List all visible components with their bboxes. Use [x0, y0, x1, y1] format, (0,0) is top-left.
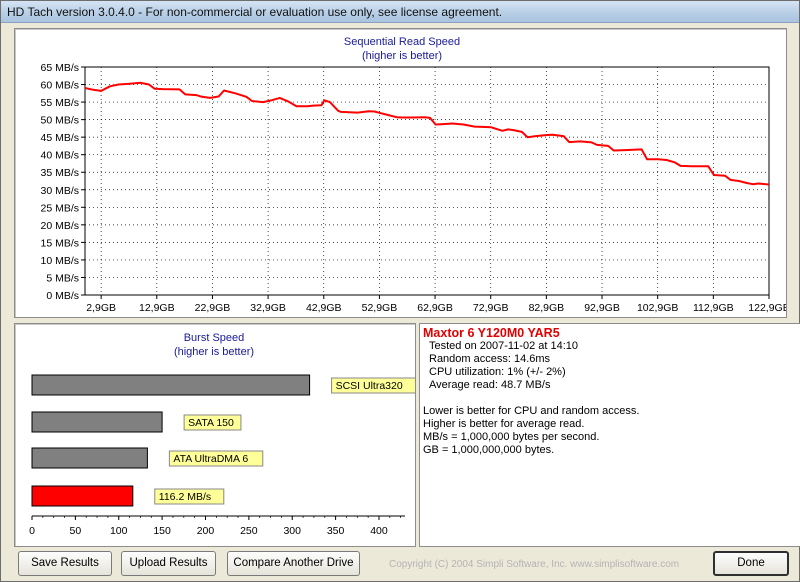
burst-x-tick-label: 0 — [29, 525, 35, 537]
burst-x-tick-label: 50 — [70, 525, 82, 537]
burst-bar-label-box — [183, 414, 242, 431]
read-y-tick-label: 10 MB/s — [40, 255, 79, 267]
sequential-read-panel: Sequential Read Speed (higher is better)… — [14, 28, 787, 318]
burst-bar-reference — [31, 447, 148, 469]
read-y-tick-label: 50 MB/s — [40, 115, 79, 127]
burst-chart-subtitle: (higher is better) — [174, 346, 254, 358]
read-y-tick-label: 35 MB/s — [40, 167, 79, 179]
note-average-read: Higher is better for average read. — [423, 418, 585, 430]
read-x-tick-label: 82,9GB — [529, 302, 565, 314]
read-x-tick-label: 22,9GB — [195, 302, 231, 314]
read-y-tick-label: 60 MB/s — [40, 80, 79, 92]
burst-x-tick-label: 400 — [370, 525, 388, 537]
read-y-tick-label: 65 MB/s — [40, 62, 79, 74]
burst-bar-label: 116.2 MB/s — [159, 491, 211, 503]
burst-x-tick-label: 200 — [197, 525, 215, 537]
note-cpu: Lower is better for CPU and random acces… — [423, 405, 640, 417]
read-speed-series — [84, 81, 770, 186]
read-y-tick-label: 5 MB/s — [46, 272, 79, 284]
burst-speed-panel: Burst Speed (higher is better) SCSI Ultr… — [14, 323, 416, 547]
read-y-tick-label: 30 MB/s — [40, 185, 79, 197]
burst-bar-reference — [31, 374, 311, 396]
read-x-tick-label: 42,9GB — [306, 302, 342, 314]
burst-bar-label-box — [154, 488, 225, 505]
read-x-tick-label: 122,9GB — [748, 302, 786, 314]
note-mbps: MB/s = 1,000,000 bytes per second. — [423, 431, 600, 443]
read-y-tick-label: 45 MB/s — [40, 132, 79, 144]
tested-on: Tested on 2007-11-02 at 14:10 — [429, 340, 579, 352]
burst-speed-chart: Burst Speed (higher is better) SCSI Ultr… — [29, 332, 415, 537]
read-plot-area — [84, 66, 770, 296]
compare-another-drive-button[interactable]: Compare Another Drive — [227, 551, 360, 576]
read-x-tick-label: 102,9GB — [637, 302, 678, 314]
burst-bars: SCSI Ultra320 SATA 150 ATA UltraDMA 6 116.2… — [31, 374, 415, 507]
read-x-tick-label: 52,9GB — [362, 302, 398, 314]
burst-bar-label: SCSI Ultra320 — [336, 380, 403, 392]
burst-x-tick-label: 150 — [153, 525, 171, 537]
random-access: Random access: 14.6ms — [429, 353, 551, 365]
read-x-tick-label: 2,9GB — [86, 302, 116, 314]
read-y-tick-label: 40 MB/s — [40, 150, 79, 162]
read-x-axis: 2,9GB 12,9GB 22,9GB 32,9GB 42,9GB 52,9GB 62,9G… — [86, 295, 786, 314]
read-y-tick-label: 20 MB/s — [40, 220, 79, 232]
burst-bar-label-box — [331, 377, 415, 394]
drive-info-panel: Maxtor 6 Y120M0 YAR5 Tested on 2007-11-0… — [419, 323, 800, 547]
burst-x-tick-label: 300 — [283, 525, 301, 537]
read-x-tick-label: 112,9GB — [693, 302, 734, 314]
save-results-button[interactable]: Save Results — [18, 551, 112, 576]
window-title: HD Tach version 3.0.4.0 - For non-commer… — [7, 5, 503, 19]
title-bar[interactable]: HD Tach version 3.0.4.0 - For non-commer… — [1, 1, 799, 23]
read-x-tick-label: 72,9GB — [473, 302, 509, 314]
burst-x-tick-label: 350 — [327, 525, 345, 537]
read-y-tick-label: 0 MB/s — [46, 290, 79, 302]
read-x-tick-label: 92,9GB — [584, 302, 620, 314]
burst-bar-label: ATA UltraDMA 6 — [173, 453, 248, 465]
read-x-tick-label: 12,9GB — [139, 302, 175, 314]
burst-bar-drive — [31, 485, 134, 507]
burst-bar-label: SATA 150 — [188, 417, 234, 429]
read-chart-title: Sequential Read Speed — [344, 36, 460, 48]
sequential-read-chart: Sequential Read Speed (higher is better)… — [40, 36, 786, 314]
read-y-tick-label: 55 MB/s — [40, 97, 79, 109]
burst-x-tick-label: 100 — [110, 525, 128, 537]
burst-bar-label-box — [168, 450, 264, 467]
average-read: Average read: 48.7 MB/s — [429, 379, 551, 391]
read-x-tick-label: 62,9GB — [417, 302, 453, 314]
cpu-utilization: CPU utilization: 1% (+/- 2%) — [429, 366, 566, 378]
read-y-tick-label: 15 MB/s — [40, 237, 79, 249]
read-y-tick-label: 25 MB/s — [40, 202, 79, 214]
burst-x-axis: 0 50 100 150 200 250 300 350 400 — [29, 516, 402, 537]
upload-results-button[interactable]: Upload Results — [121, 551, 216, 576]
burst-bar-reference — [31, 411, 163, 433]
burst-chart-title: Burst Speed — [184, 332, 245, 344]
burst-x-tick-label: 250 — [240, 525, 258, 537]
copyright-text: Copyright (C) 2004 Simpli Software, Inc.… — [389, 559, 680, 570]
read-x-tick-label: 32,9GB — [250, 302, 286, 314]
done-button[interactable]: Done — [713, 551, 789, 576]
note-gb: GB = 1,000,000,000 bytes. — [423, 444, 555, 456]
read-chart-subtitle: (higher is better) — [362, 50, 442, 62]
drive-name: Maxtor 6 Y120M0 YAR5 — [423, 326, 560, 340]
read-y-axis: 0 MB/s 5 MB/s 10 MB/s 15 MB/s 20 MB/s 25 MB/s… — [40, 62, 85, 302]
